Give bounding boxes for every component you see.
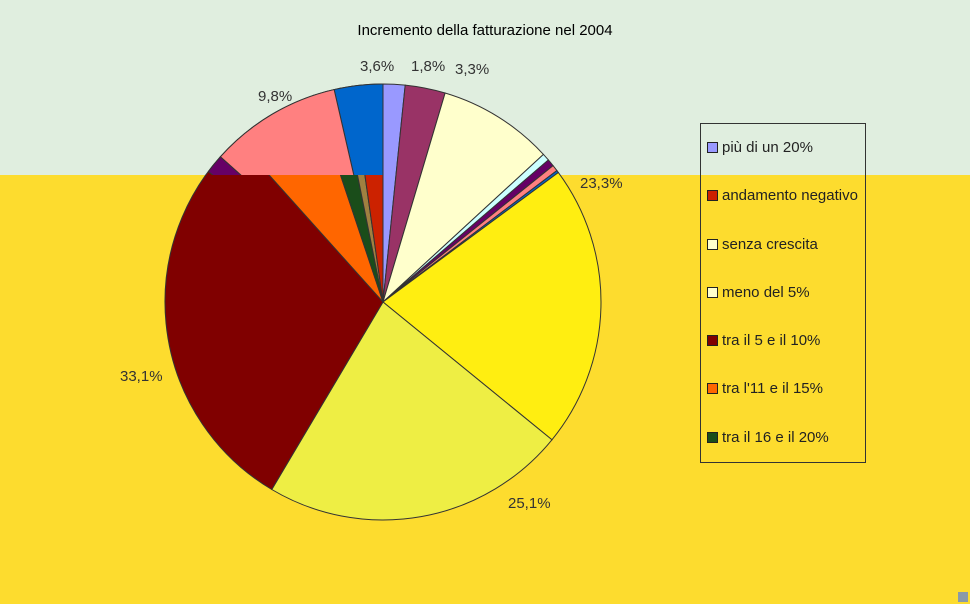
- legend-item: tra il 5 e il 10%: [707, 332, 820, 349]
- legend-label: tra il 5 e il 10%: [722, 332, 821, 349]
- chart-legend: più di un 20% andamento negativo senza cre…: [700, 123, 866, 463]
- legend-swatch: [707, 190, 718, 201]
- slice-label-9: 33,1%: [120, 368, 163, 385]
- slice-label-0: 1,8%: [411, 58, 446, 75]
- legend-item: tra il 16 e il 20%: [707, 429, 829, 446]
- legend-label: più di un 20%: [722, 139, 813, 156]
- pie-slice-2: [382, 92, 545, 304]
- legend-label: meno del 5%: [722, 284, 810, 301]
- legend-swatch: [707, 335, 718, 346]
- legend-swatch: [707, 287, 718, 298]
- slice-label-7: 23,3%: [580, 175, 623, 192]
- slice-label-8: 25,1%: [508, 495, 551, 512]
- overlay-slices: [207, 83, 384, 175]
- overlay-slice-2: [207, 156, 242, 175]
- legend-item: senza crescita: [707, 236, 818, 253]
- legend-swatch: [707, 383, 718, 394]
- legend-swatch: [707, 239, 718, 250]
- overlay-slice-1: [219, 88, 355, 175]
- legend-item: tra l'11 e il 15%: [707, 380, 823, 397]
- legend-swatch: [707, 432, 718, 443]
- pie-slice-8: [271, 301, 553, 521]
- pie-slice-7: [382, 171, 602, 441]
- legend-label: senza crescita: [722, 236, 818, 253]
- legend-label: andamento negativo: [722, 187, 858, 204]
- overlay-label-1: 9,8%: [258, 88, 293, 105]
- legend-label: tra l'11 e il 15%: [722, 380, 823, 397]
- slice-label-1: 3,3%: [455, 61, 490, 78]
- legend-swatch: [707, 142, 718, 153]
- resize-handle[interactable]: [958, 592, 968, 602]
- legend-item: più di un 20%: [707, 139, 813, 156]
- chart-title: Incremento della fatturazione nel 2004: [357, 22, 613, 39]
- legend-label: tra il 16 e il 20%: [722, 429, 829, 446]
- legend-item: meno del 5%: [707, 284, 810, 301]
- legend-item: andamento negativo: [707, 187, 858, 204]
- pie-slice-9: [164, 138, 384, 491]
- overlay-label-0: 3,6%: [360, 58, 395, 75]
